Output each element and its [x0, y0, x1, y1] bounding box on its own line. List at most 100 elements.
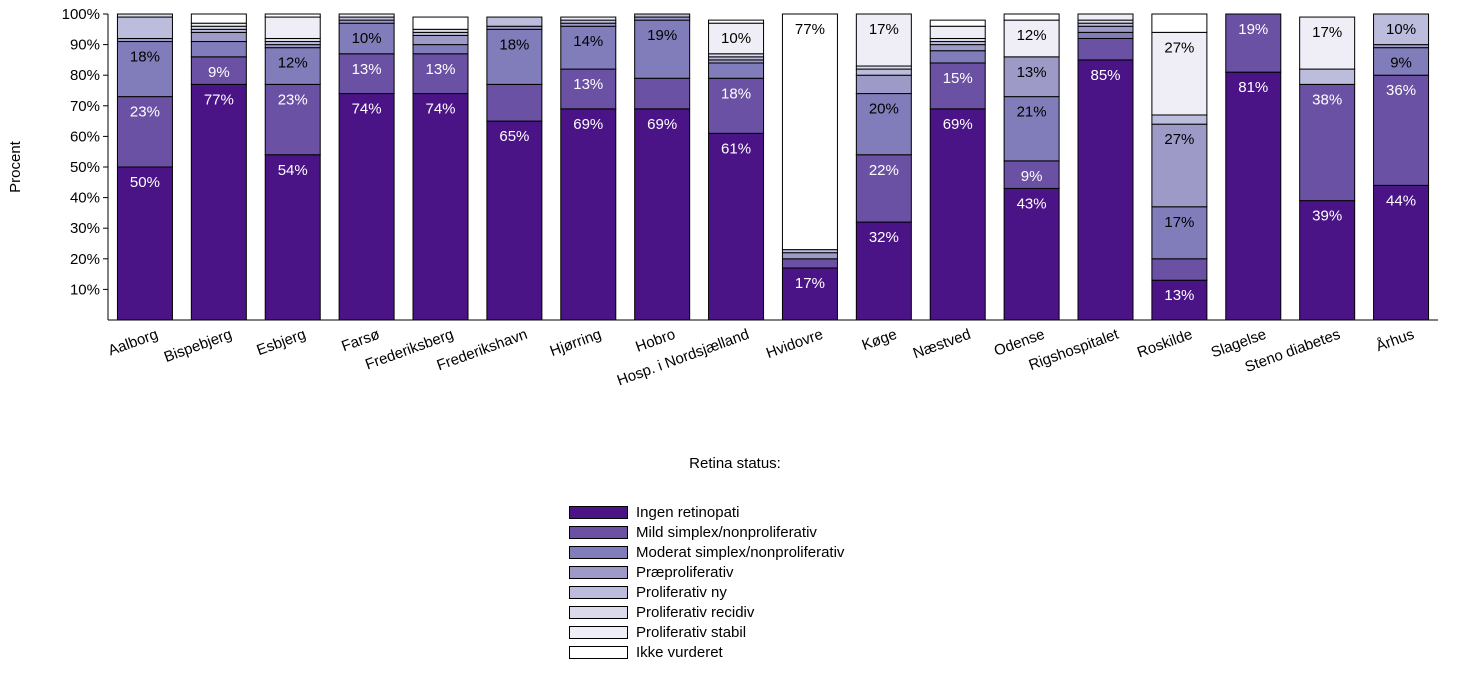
data-label: 39% [1312, 208, 1342, 225]
bar-segment [708, 19, 765, 24]
x-tick-label: Hosp. i Nordsjælland [615, 326, 752, 390]
bar-segment [264, 13, 321, 18]
bar-segment [1299, 68, 1356, 85]
bar-segment [1373, 184, 1430, 321]
data-label: 36% [1386, 82, 1416, 99]
bar-segment [1151, 13, 1208, 33]
legend-swatch [569, 505, 628, 519]
y-tick-label: 70% [70, 98, 100, 115]
legend-item: Ikke vurderet [569, 642, 844, 662]
bar-segment [1077, 31, 1134, 39]
bar-segment [412, 34, 469, 46]
bar-segment [190, 13, 247, 24]
data-label: 10% [1386, 21, 1416, 38]
legend-label: Proliferativ stabil [636, 623, 747, 641]
bar-segment [1373, 13, 1430, 46]
bar-segment [1151, 114, 1208, 125]
y-tick-label: 80% [70, 67, 100, 84]
legend-swatch [569, 605, 628, 619]
bar-segment [116, 41, 173, 98]
y-tick-label: 90% [70, 37, 100, 54]
bar-segment [1225, 71, 1282, 321]
legend-swatch [569, 645, 628, 659]
data-label: 77% [204, 91, 234, 108]
bar-segment [412, 93, 469, 321]
bar-segment [1373, 47, 1430, 76]
bar-segment [486, 120, 543, 321]
data-label: 19% [1238, 21, 1268, 38]
data-label: 44% [1386, 192, 1416, 209]
bar-segment [708, 132, 765, 321]
bar-segment [1299, 16, 1356, 70]
bar-segment [1151, 279, 1208, 321]
data-label: 54% [278, 162, 308, 179]
data-label: 77% [795, 21, 825, 38]
bar-segment [560, 108, 617, 321]
bar-segment [560, 25, 617, 70]
legend-label: Præproliferativ [636, 563, 734, 581]
y-tick-label: 40% [70, 190, 100, 207]
bar-segment [1003, 160, 1060, 189]
bar-segment [264, 154, 321, 321]
bar-segment [412, 16, 469, 30]
legend-swatch [569, 545, 628, 559]
bar-segment [929, 19, 986, 27]
bar-segment [708, 22, 765, 55]
x-tick-label: Farsø [339, 326, 382, 355]
bar-segment [1077, 37, 1134, 61]
data-label: 21% [1017, 104, 1047, 121]
bar-segment [1151, 206, 1208, 260]
legend-label: Proliferativ recidiv [636, 603, 755, 621]
bar-segment [338, 93, 395, 321]
y-tick-label: 30% [70, 220, 100, 237]
bar-segment [1299, 83, 1356, 202]
bar-segment [116, 16, 173, 39]
bar-segment [1003, 96, 1060, 162]
data-label: 74% [425, 101, 455, 118]
legend-label: Ikke vurderet [636, 643, 723, 661]
bar-segment [708, 62, 765, 79]
x-tick-label: Køge [860, 326, 900, 354]
legend-title: Retina status: [689, 455, 781, 472]
bar-segment [855, 93, 912, 156]
bar-segment [412, 53, 469, 95]
legend-item: Mild simplex/nonproliferativ [569, 522, 844, 542]
bar-segment [855, 154, 912, 223]
data-label: 74% [352, 101, 382, 118]
x-tick-label: Hjørring [548, 326, 604, 360]
y-axis-title: Procent [7, 140, 24, 193]
data-label: 9% [1021, 168, 1043, 185]
bar-segment [190, 41, 247, 58]
data-label: 15% [943, 70, 973, 87]
bar-segment [929, 44, 986, 52]
bar-segment [116, 13, 173, 18]
y-tick-label: 20% [70, 251, 100, 268]
x-tick-label: Århus [1374, 326, 1417, 355]
bar-segment [338, 22, 395, 55]
x-tick-label: Aalborg [106, 326, 160, 360]
data-label: 81% [1238, 79, 1268, 96]
bar-segment [929, 25, 986, 39]
bar-segment [855, 74, 912, 95]
bar-segment [264, 47, 321, 85]
data-label: 19% [647, 27, 677, 44]
data-label: 13% [573, 76, 603, 93]
bar-segment [929, 62, 986, 110]
legend-swatch [569, 525, 628, 539]
data-label: 61% [721, 140, 751, 157]
bar-segment [781, 252, 838, 260]
bar-segment [116, 96, 173, 168]
stacked-bar-chart: Procent 10%20%30%40%50%60%70%80%90%100% … [7, 6, 1438, 390]
data-label: 17% [1312, 24, 1342, 41]
data-label: 13% [352, 61, 382, 78]
data-label: 43% [1017, 195, 1047, 212]
bar-segment [1151, 123, 1208, 208]
bar-segment [1225, 13, 1282, 73]
data-label: 65% [499, 128, 529, 145]
legend-label: Moderat simplex/nonproliferativ [636, 543, 845, 561]
bar-segment [190, 31, 247, 43]
x-axis: Aalborg Bispebjerg Esbjerg FarsøFrederiksbe… [106, 319, 1438, 390]
data-label: 69% [647, 116, 677, 133]
data-label: 18% [721, 85, 751, 102]
legend-swatch [569, 585, 628, 599]
